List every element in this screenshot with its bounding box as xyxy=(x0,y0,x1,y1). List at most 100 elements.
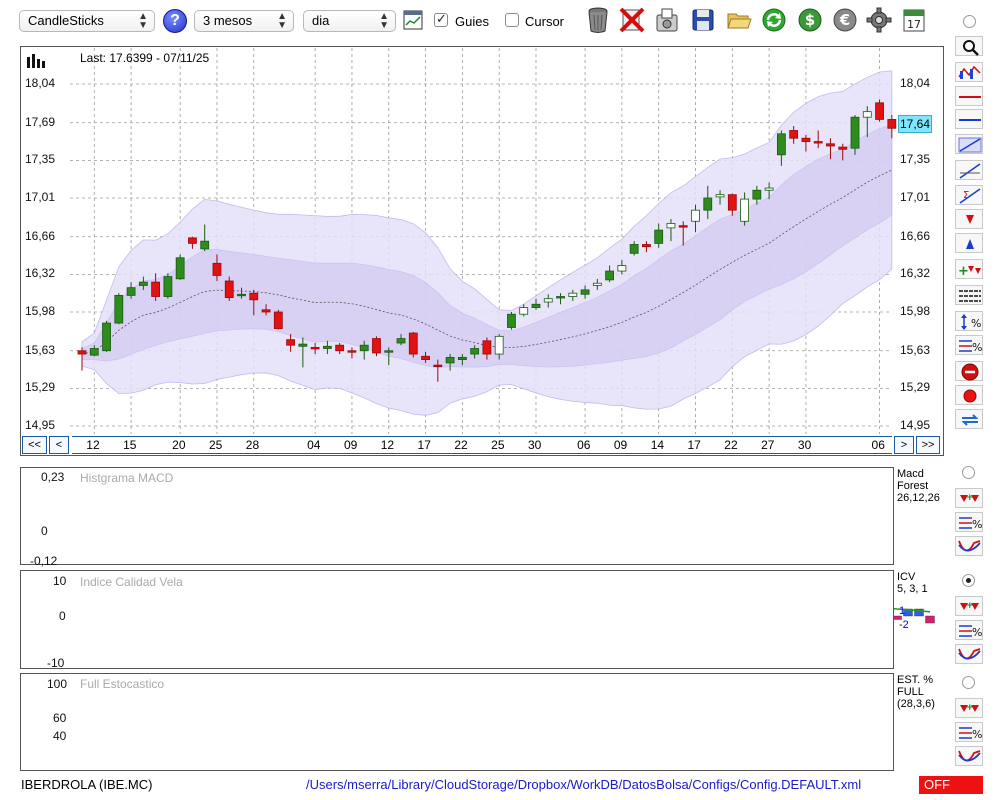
macd-legend: Macd Forest 26,12,26 xyxy=(897,468,940,504)
indicator-arrows-button[interactable]: + xyxy=(955,488,983,508)
candle-body xyxy=(691,209,700,222)
regression-tool-button[interactable]: Σ xyxy=(955,185,983,205)
indicator-percent-icon: % xyxy=(959,625,982,639)
candle-body xyxy=(850,116,860,149)
macd-legend-line-1: Macd xyxy=(897,468,924,480)
indicator-curve-button[interactable] xyxy=(955,746,983,766)
nav-last-button[interactable]: >> xyxy=(916,436,940,454)
cursor-checkbox[interactable] xyxy=(505,13,519,27)
stochastic-panel[interactable] xyxy=(20,673,894,771)
indicator-curve-icon xyxy=(958,540,981,552)
trash-icon[interactable] xyxy=(585,6,611,34)
candle-body xyxy=(605,270,615,281)
macd-y-label: 0 xyxy=(41,524,48,538)
record-tool-button[interactable] xyxy=(955,385,983,405)
guides-checkbox[interactable] xyxy=(434,11,448,27)
trendline-icon xyxy=(959,163,981,179)
open-folder-icon[interactable] xyxy=(726,6,752,34)
x-tick-label: 27 xyxy=(761,438,775,452)
arrow-down-tool-button[interactable] xyxy=(955,209,983,229)
candle-body xyxy=(568,292,578,297)
indicator-radio[interactable] xyxy=(962,466,975,479)
chart-type-select[interactable]: CandleSticks ▲ ▼ xyxy=(19,10,155,32)
period-select[interactable]: 3 mesos ▲ ▼ xyxy=(194,10,294,32)
svg-text:17: 17 xyxy=(907,18,921,31)
interval-select[interactable]: dia ▲ ▼ xyxy=(303,10,396,32)
settings-icon[interactable] xyxy=(866,6,892,34)
record-icon xyxy=(963,389,977,403)
y-tick-label-left: 17,35 xyxy=(25,152,56,167)
y-tick-label-right: 17,35 xyxy=(900,152,931,167)
calendar-icon[interactable]: 17 xyxy=(901,6,927,34)
delete-icon[interactable] xyxy=(619,6,645,34)
indicator-arrows-icon: + xyxy=(960,601,979,611)
regression-icon: Σ xyxy=(959,188,981,204)
euro-icon[interactable]: € xyxy=(832,6,858,34)
macd-legend-line-3: 26,12,26 xyxy=(897,492,940,504)
nav-prev-button[interactable]: < xyxy=(49,436,69,454)
candle-body xyxy=(188,237,197,244)
config-path-link[interactable]: /Users/mserra/Library/CloudStorage/Dropb… xyxy=(306,777,862,792)
nav-first-button[interactable]: << xyxy=(22,436,47,454)
indicator-radio[interactable] xyxy=(962,676,975,689)
y-tick-label-left: 15,63 xyxy=(25,342,56,357)
candle-body xyxy=(776,133,786,156)
fibonacci-tool-button[interactable] xyxy=(955,134,983,154)
horizontal-line-tool-button[interactable] xyxy=(955,86,983,106)
x-tick-label: 25 xyxy=(491,438,505,452)
candle-body xyxy=(298,343,308,347)
arrow-up-tool-button[interactable] xyxy=(955,233,983,253)
stochastic-legend-line-2: FULL xyxy=(897,686,924,698)
copy-icon[interactable] xyxy=(654,6,680,34)
dollar-icon[interactable]: $ xyxy=(797,6,823,34)
zoom-tool-button[interactable] xyxy=(955,36,983,56)
bars-icon[interactable] xyxy=(26,52,46,68)
macd-panel[interactable] xyxy=(20,467,894,565)
candle-body xyxy=(372,338,381,354)
refresh-icon[interactable] xyxy=(761,6,787,34)
buy-sell-tool-button[interactable]: + xyxy=(955,259,983,279)
indicator-curve-button[interactable] xyxy=(955,536,983,556)
status-off-badge[interactable]: OFF xyxy=(919,776,983,794)
grid-lines-tool-button[interactable] xyxy=(955,285,983,305)
candles-tool-button[interactable] xyxy=(955,62,983,82)
swap-tool-button[interactable] xyxy=(955,409,983,429)
indicator-arrows-button[interactable]: + xyxy=(955,698,983,718)
percent-range-tool-button[interactable]: % xyxy=(955,311,983,331)
trendline-tool-button[interactable] xyxy=(955,160,983,180)
main-chart-radio[interactable] xyxy=(963,15,976,28)
indicator-curve-button[interactable] xyxy=(955,644,983,664)
save-icon[interactable] xyxy=(690,6,716,34)
bollinger-inner-band xyxy=(81,124,893,369)
svg-text:$: $ xyxy=(805,11,815,29)
zoom-icon xyxy=(963,40,979,56)
regression-icon xyxy=(959,188,981,204)
stop-tool-button[interactable] xyxy=(955,361,983,381)
candle-body xyxy=(396,338,406,344)
x-tick-label: 04 xyxy=(307,438,321,452)
candles-icon xyxy=(958,65,981,79)
y-tick-label-right: 15,98 xyxy=(900,304,931,318)
indicator-arrows-button[interactable]: + xyxy=(955,596,983,616)
chart-window-icon[interactable] xyxy=(403,10,423,30)
swap-icon xyxy=(961,414,979,426)
nav-next-button[interactable]: > xyxy=(894,436,914,454)
help-icon[interactable]: ? xyxy=(163,9,187,33)
indicator-percent-button[interactable]: % xyxy=(955,620,983,640)
candle-body xyxy=(494,335,504,355)
indicator-percent-button[interactable]: % xyxy=(955,722,983,742)
candle-body xyxy=(740,198,749,222)
indicator-radio[interactable] xyxy=(962,574,975,587)
horizontal-line-icon xyxy=(959,96,981,98)
candle-body xyxy=(421,355,430,360)
candle-body xyxy=(237,293,246,297)
icv-panel[interactable] xyxy=(20,570,894,669)
indicator-arrows-icon: + xyxy=(960,703,979,713)
arrow-up-icon xyxy=(966,239,974,249)
candle-body xyxy=(347,350,357,353)
icv-y-label: -10 xyxy=(47,656,65,670)
indicator-percent-button[interactable]: % xyxy=(955,512,983,532)
horizontal-line-blue-tool-button[interactable] xyxy=(955,109,983,129)
percent-lines-tool-button[interactable]: % xyxy=(955,335,983,355)
